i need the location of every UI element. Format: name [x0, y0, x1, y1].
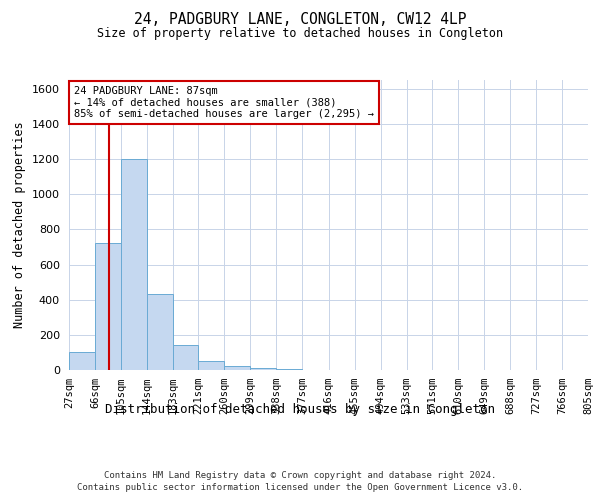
Bar [199, 361, 224, 370]
Bar [277, 369, 302, 370]
Bar [69, 352, 95, 370]
Bar [250, 368, 277, 370]
Text: Distribution of detached houses by size in Congleton: Distribution of detached houses by size … [105, 402, 495, 415]
Y-axis label: Number of detached properties: Number of detached properties [13, 122, 26, 328]
Bar [121, 159, 147, 370]
Text: Contains public sector information licensed under the Open Government Licence v3: Contains public sector information licen… [77, 484, 523, 492]
Bar [173, 346, 199, 370]
Text: Size of property relative to detached houses in Congleton: Size of property relative to detached ho… [97, 28, 503, 40]
Bar [224, 366, 250, 370]
Text: Contains HM Land Registry data © Crown copyright and database right 2024.: Contains HM Land Registry data © Crown c… [104, 471, 496, 480]
Bar [95, 244, 121, 370]
Bar [147, 294, 173, 370]
Text: 24, PADGBURY LANE, CONGLETON, CW12 4LP: 24, PADGBURY LANE, CONGLETON, CW12 4LP [134, 12, 466, 28]
Text: 24 PADGBURY LANE: 87sqm
← 14% of detached houses are smaller (388)
85% of semi-d: 24 PADGBURY LANE: 87sqm ← 14% of detache… [74, 86, 374, 119]
